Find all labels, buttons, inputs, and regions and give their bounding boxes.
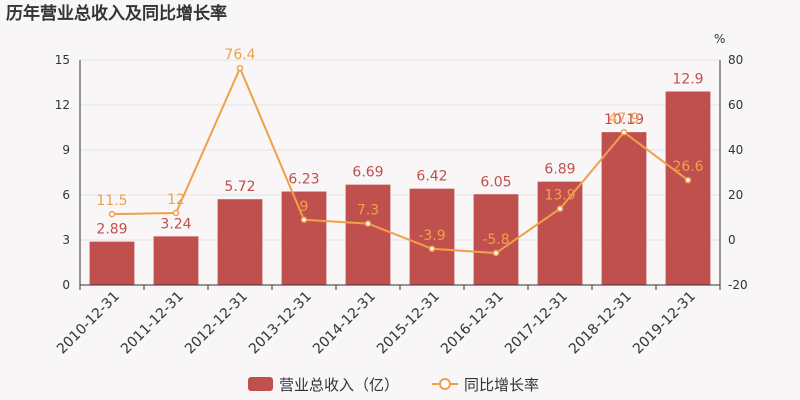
legend-bar-swatch [248,377,273,391]
line-point [492,249,500,257]
bar-data-label: 6.05 [480,174,511,190]
line-point [364,220,372,227]
line-point [620,128,628,136]
growth-line [111,65,689,255]
legend-line-label: 同比增长率 [464,376,539,394]
bar [473,194,519,285]
line-data-label: 9 [300,199,309,215]
bar-data-label: 5.72 [224,179,255,195]
y-right-unit: % [714,32,725,46]
line-data-label: 7.3 [357,203,379,219]
line-point [684,176,692,184]
bar-data-label: 2.89 [96,222,127,238]
x-tick-label: 2014-12-31 [310,289,379,358]
line-data-label: -3.9 [418,228,445,244]
line-point [556,205,564,212]
line-data-label: 26.6 [672,159,703,175]
y-left-tick-label: 12 [55,98,70,112]
bar-data-label: 3.24 [160,216,191,232]
line-data-label: 76.4 [224,47,255,63]
x-tick-label: 2012-12-31 [182,289,251,358]
line-point [108,210,116,218]
line-data-label: 12 [167,192,185,208]
x-tick-label: 2016-12-31 [438,289,507,358]
y-right-tick-label: 60 [728,98,743,112]
bar-data-label: 6.23 [288,172,319,188]
bar-data-label: 6.69 [352,165,383,181]
legend-bar-label: 营业总收入（亿） [279,376,399,394]
x-tick-label: 2015-12-31 [374,289,443,358]
bar [281,191,327,285]
bar [217,199,263,285]
y-right-tick-label: 80 [728,53,743,67]
x-tick-label: 2010-12-31 [54,289,123,358]
x-tick-label: 2017-12-31 [502,289,571,358]
bar-data-label: 10.19 [604,112,644,128]
line-point [300,216,308,223]
bar [89,241,135,285]
y-right-tick-label: -20 [728,278,748,292]
bar-data-label: 6.89 [544,162,575,178]
y-left-tick-label: 9 [62,143,70,157]
legend-line-marker [439,378,451,390]
bar [153,236,199,285]
y-right-tick-label: 0 [728,233,736,247]
y-left-tick-label: 0 [62,278,70,292]
y-left-tick-label: 3 [62,233,70,247]
line-point [172,209,180,217]
x-tick-label: 2018-12-31 [566,289,635,358]
line-data-label: 11.5 [96,193,127,209]
y-right-tick-label: 20 [728,188,743,202]
line-point [428,245,436,253]
chart-title: 历年营业总收入及同比增长率 [6,3,227,24]
bar [665,91,711,285]
line-point [236,64,244,72]
x-tick-label: 2013-12-31 [246,289,315,358]
bar [537,181,583,285]
bar-data-label: 12.9 [672,72,703,88]
bar [601,132,647,285]
y-left-tick-label: 15 [55,53,70,67]
x-tick-label: 2019-12-31 [630,289,699,358]
line-data-label: 47.9 [608,111,639,127]
bar [345,184,391,285]
y-left-tick-label: 6 [62,188,70,202]
line-data-label: 13.9 [544,188,575,204]
bar [409,188,455,285]
bar-data-label: 6.42 [416,169,447,185]
line-data-label: -5.8 [482,232,509,248]
y-right-tick-label: 40 [728,143,743,157]
x-tick-label: 2011-12-31 [118,289,187,358]
